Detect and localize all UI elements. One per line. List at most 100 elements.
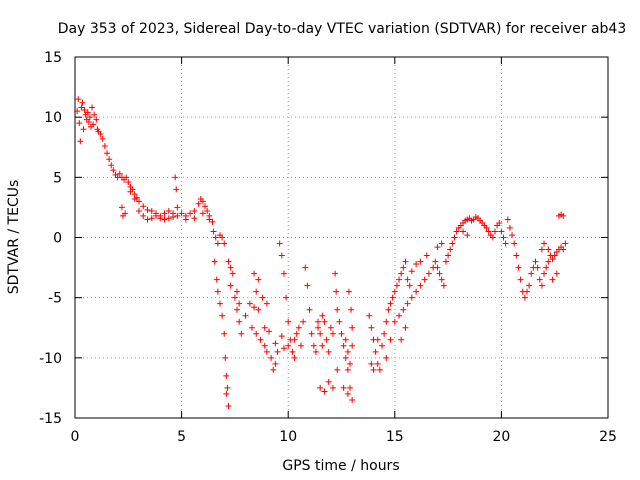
x-tick-label: 5	[177, 429, 186, 445]
data-point	[173, 186, 180, 193]
data-points	[74, 96, 569, 409]
data-point	[170, 214, 177, 221]
data-point	[536, 276, 543, 283]
data-point	[526, 282, 533, 289]
data-point	[502, 240, 509, 247]
data-point	[485, 228, 492, 235]
data-point	[396, 312, 403, 319]
data-point	[340, 342, 347, 349]
data-point	[498, 228, 505, 235]
data-point	[165, 208, 172, 215]
grid-lines	[75, 57, 608, 418]
y-tick-label: 15	[44, 50, 62, 66]
data-point	[376, 366, 383, 373]
data-point	[255, 306, 262, 313]
data-point	[449, 240, 456, 247]
data-point	[319, 312, 326, 319]
data-point	[492, 228, 499, 235]
data-point	[366, 312, 373, 319]
data-point	[165, 215, 172, 222]
data-point	[347, 384, 354, 391]
data-point	[541, 240, 548, 247]
data-point	[344, 366, 351, 373]
data-point	[387, 300, 394, 307]
data-point	[545, 246, 552, 253]
data-point	[374, 336, 381, 343]
data-point	[393, 282, 400, 289]
data-point	[506, 224, 513, 231]
data-point	[253, 330, 260, 337]
data-point	[562, 240, 569, 247]
data-point	[224, 384, 231, 391]
data-point	[325, 378, 332, 385]
data-point	[442, 258, 449, 265]
data-point	[434, 244, 441, 251]
data-point	[553, 270, 560, 277]
data-point	[99, 135, 106, 142]
x-tick-label: 0	[71, 429, 80, 445]
data-point	[517, 276, 524, 283]
data-point	[344, 390, 351, 397]
data-point	[195, 200, 202, 207]
data-point	[85, 118, 92, 125]
data-point	[125, 179, 132, 186]
data-point	[334, 306, 341, 313]
data-point	[274, 348, 281, 355]
data-point	[236, 300, 243, 307]
data-point	[302, 264, 309, 271]
data-point	[248, 324, 255, 331]
data-point	[317, 384, 324, 391]
data-point	[319, 342, 326, 349]
data-point	[93, 116, 100, 123]
data-point	[538, 282, 545, 289]
data-point	[543, 264, 550, 271]
data-point	[221, 240, 228, 247]
data-point	[153, 212, 160, 219]
data-point	[451, 234, 458, 241]
data-point	[509, 232, 516, 239]
data-point	[81, 106, 88, 113]
data-point	[263, 300, 270, 307]
data-point	[227, 264, 234, 271]
y-tick-label: 0	[53, 231, 62, 247]
data-point	[398, 270, 405, 277]
data-point	[225, 258, 232, 265]
data-point	[238, 330, 245, 337]
data-point	[204, 208, 211, 215]
data-point	[75, 96, 82, 103]
data-point	[560, 246, 567, 253]
data-point	[261, 342, 268, 349]
data-point	[336, 318, 343, 325]
data-point	[84, 109, 91, 116]
data-point	[253, 288, 260, 295]
data-point	[513, 252, 520, 259]
data-point	[344, 348, 351, 355]
data-point	[280, 345, 287, 352]
data-point	[511, 240, 518, 247]
data-point	[108, 162, 115, 169]
data-point	[227, 282, 234, 289]
data-point	[172, 174, 179, 181]
data-point	[528, 270, 535, 277]
data-point	[538, 246, 545, 253]
x-tick-label: 15	[386, 429, 404, 445]
data-point	[140, 203, 147, 210]
data-point	[229, 270, 236, 277]
data-point	[368, 324, 375, 331]
y-tick-label: 5	[53, 170, 62, 186]
data-point	[413, 260, 420, 267]
data-point	[321, 388, 328, 395]
data-point	[78, 104, 85, 111]
data-point	[436, 270, 443, 277]
data-point	[118, 204, 125, 211]
data-point	[453, 228, 460, 235]
data-point	[191, 208, 198, 215]
data-point	[327, 324, 334, 331]
data-point	[285, 342, 292, 349]
data-point	[276, 240, 283, 247]
data-point	[291, 336, 298, 343]
data-point	[101, 143, 108, 150]
data-point	[225, 402, 232, 409]
data-point	[223, 372, 230, 379]
data-point	[321, 318, 328, 325]
